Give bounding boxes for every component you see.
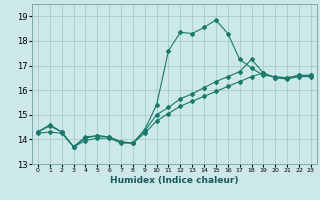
X-axis label: Humidex (Indice chaleur): Humidex (Indice chaleur) bbox=[110, 176, 239, 185]
